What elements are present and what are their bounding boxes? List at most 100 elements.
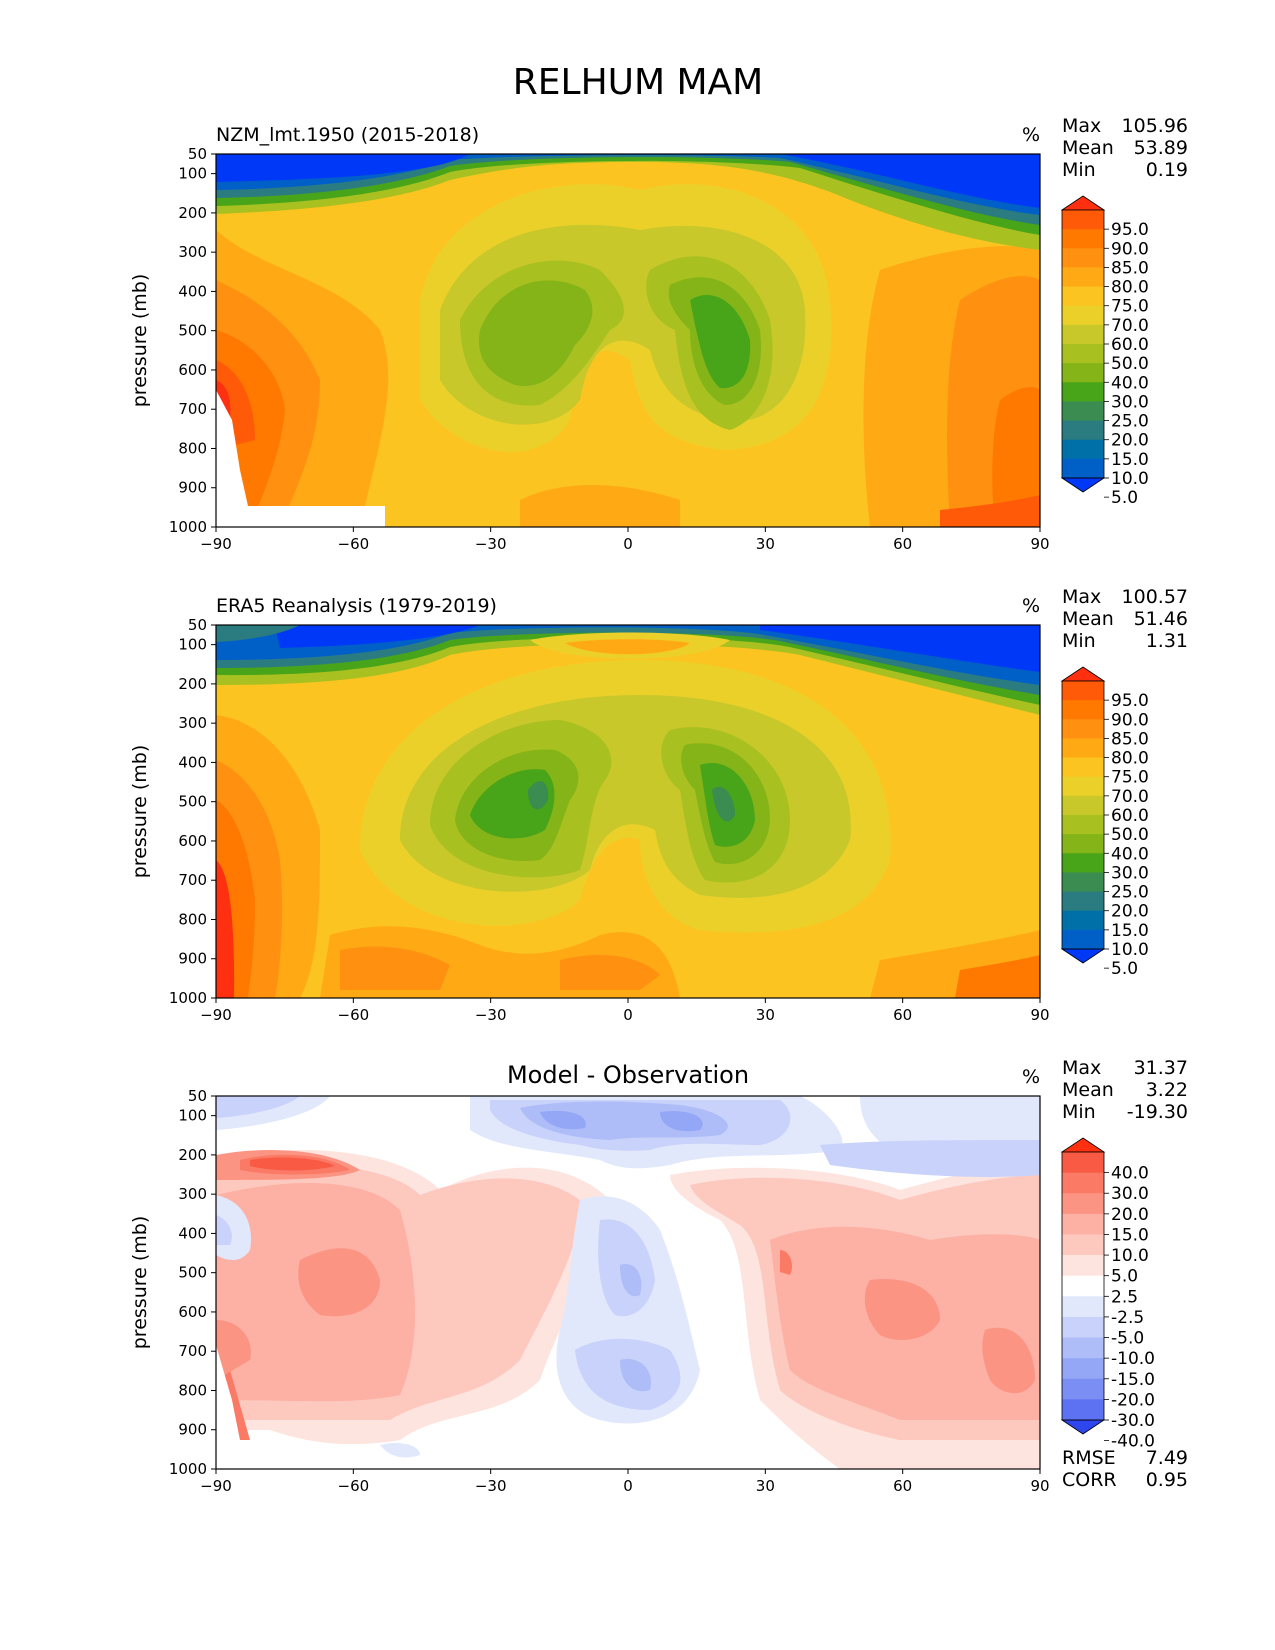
- x-tick-label: −90: [200, 1006, 232, 1024]
- colorbar-tick-label: -15.0: [1111, 1370, 1155, 1390]
- y-tick-label: 600: [178, 1303, 207, 1321]
- colorbar-swatch: [1062, 1296, 1104, 1318]
- colorbar-extend-max: [1060, 195, 1106, 211]
- x-tick-label: 0: [623, 1477, 633, 1495]
- x-tick-label: 0: [623, 1006, 633, 1024]
- colorbar-tick-label: 40.0: [1111, 844, 1149, 864]
- colorbar-tick-label: -2.5: [1111, 1308, 1144, 1328]
- x-tick-label: −30: [475, 1006, 507, 1024]
- colorbar-extend-max: [1060, 1137, 1106, 1153]
- colorbar-swatch: [1062, 929, 1104, 950]
- colorbar-swatch: [1062, 1337, 1104, 1359]
- y-tick-label: 800: [178, 1381, 207, 1399]
- units-label: %: [1022, 124, 1040, 146]
- x-tick-label: 60: [893, 1006, 912, 1024]
- x-tick-label: −90: [200, 535, 232, 553]
- colorbar-swatch: [1062, 1316, 1104, 1339]
- colorbar-tick-label: 2.5: [1111, 1287, 1138, 1307]
- colorbar-tick-label: -30.0: [1111, 1411, 1155, 1431]
- y-tick-label: 1000: [169, 1460, 207, 1478]
- colorbar-tick-label: 70.0: [1111, 787, 1149, 807]
- stat-max-value: 31.37: [1134, 1057, 1188, 1079]
- x-tick-label: 90: [1030, 535, 1049, 553]
- colorbar-tick-label: 75.0: [1111, 297, 1149, 317]
- colorbar-tick-label: 85.0: [1111, 258, 1149, 278]
- y-tick-label: 400: [178, 753, 207, 771]
- y-tick-label: 500: [178, 1264, 207, 1282]
- panel-title: Model - Observation: [507, 1061, 749, 1089]
- colorbar-swatch: [1062, 344, 1104, 364]
- colorbar-swatch: [1062, 681, 1104, 701]
- panel-era5: ERA5 Reanalysis (1979-2019) %: [216, 595, 1040, 998]
- stat-mean-label: Mean: [1062, 608, 1114, 630]
- colorbar-swatch: [1062, 1193, 1104, 1215]
- colorbar-tick-label: 5.0: [1111, 959, 1138, 979]
- y-tick-label: 200: [178, 204, 207, 222]
- stat-mean-value: 53.89: [1134, 137, 1188, 159]
- colorbar-swatch: [1062, 853, 1104, 873]
- colorbar-tick-label: 80.0: [1111, 278, 1149, 298]
- stat-mean-label: Mean: [1062, 137, 1114, 159]
- colorbar-extend-min: [1060, 948, 1106, 964]
- x-tick-label: 30: [756, 1477, 775, 1495]
- colorbar-swatch: [1062, 420, 1104, 441]
- stat-min-value: 1.31: [1146, 630, 1188, 652]
- axes-panel-2: −90 −60 −30 0 30 60 90 50 100 200 300 400 500 600 700 8…: [129, 1087, 1050, 1495]
- score-rmse-value: 7.49: [1146, 1447, 1188, 1469]
- stat-mean-value: 3.22: [1146, 1079, 1188, 1101]
- stat-min-value: -19.30: [1127, 1101, 1188, 1123]
- colorbar-extend-min: [1060, 477, 1106, 493]
- colorbar-swatch: [1062, 872, 1104, 893]
- colorbar-tick-label: 25.0: [1111, 412, 1149, 432]
- colorbar-swatch: [1062, 795, 1104, 816]
- colorbar-swatch: [1062, 305, 1104, 326]
- colorbar-swatch: [1062, 210, 1104, 230]
- axes-layer: −90 −60 −30 0 30 60 90501002003004005006007008…: [129, 145, 1050, 1495]
- colorbar-swatch: [1062, 1172, 1104, 1194]
- figure-title: RELHUM MAM: [513, 62, 764, 103]
- stat-max-label: Max: [1062, 586, 1101, 608]
- colorbar-swatch: [1062, 776, 1104, 797]
- colorbar-swatch: [1062, 363, 1104, 383]
- colorbar-tick-label: -10.0: [1111, 1349, 1155, 1369]
- stat-max-value: 100.57: [1122, 586, 1188, 608]
- x-tick-label: 60: [893, 1477, 912, 1495]
- colorbar-tick-label: -40.0: [1111, 1432, 1155, 1452]
- units-label: %: [1022, 595, 1040, 617]
- colorbar-tick-label: 60.0: [1111, 806, 1149, 826]
- y-tick-label: 800: [178, 439, 207, 457]
- panel-title: NZM_lmt.1950 (2015-2018): [216, 124, 479, 146]
- colorbar-tick-label: 20.0: [1111, 902, 1149, 922]
- colorbar-tick-label: 60.0: [1111, 335, 1149, 355]
- x-tick-label: −90: [200, 1477, 232, 1495]
- stats-layer: Max 105.96 Mean 53.89 Min 0.19 Max 100.57 Mean 51…: [1062, 115, 1188, 1491]
- axes-panel-1: −90 −60 −30 0 30 60 90 50 100 200 300 400 500 600 700 8…: [129, 616, 1050, 1024]
- y-tick-label: 200: [178, 675, 207, 693]
- colorbar-swatch: [1062, 700, 1104, 720]
- colorbar-swatch: [1062, 1399, 1104, 1421]
- colorbar-swatch: [1062, 1358, 1104, 1380]
- panel-model: NZM_lmt.1950 (2015-2018) %: [216, 124, 1040, 527]
- stat-min-label: Min: [1062, 630, 1096, 652]
- score-corr-value: 0.95: [1146, 1469, 1188, 1491]
- y-tick-label: 300: [178, 714, 207, 732]
- x-tick-label: −30: [475, 1477, 507, 1495]
- colorbar-tick-label: 10.0: [1111, 940, 1149, 960]
- colorbar-tick-label: 80.0: [1111, 749, 1149, 769]
- colorbar-extend-min: [1060, 1419, 1106, 1435]
- x-tick-label: −60: [338, 1006, 370, 1024]
- colorbars-layer: 95.090.085.080.075.070.060.050.040.030.0…: [1060, 195, 1155, 1452]
- colorbar-tick-label: 20.0: [1111, 431, 1149, 451]
- stat-mean-label: Mean: [1062, 1079, 1114, 1101]
- stats-2: Max 31.37 Mean 3.22 Min -19.30 RMSE 7.49 CORR 0.9…: [1062, 1057, 1188, 1491]
- colorbar-tick-label: 50.0: [1111, 825, 1149, 845]
- colorbar-tick-label: 15.0: [1111, 1225, 1149, 1245]
- stat-mean-value: 51.46: [1134, 608, 1188, 630]
- colorbar-swatch: [1062, 401, 1104, 422]
- colorbar-tick-label: 95.0: [1111, 220, 1149, 240]
- colorbar-swatch: [1062, 1152, 1104, 1174]
- y-tick-label: 800: [178, 910, 207, 928]
- y-tick-label: 100: [178, 1107, 207, 1125]
- y-tick-label: 1000: [169, 518, 207, 536]
